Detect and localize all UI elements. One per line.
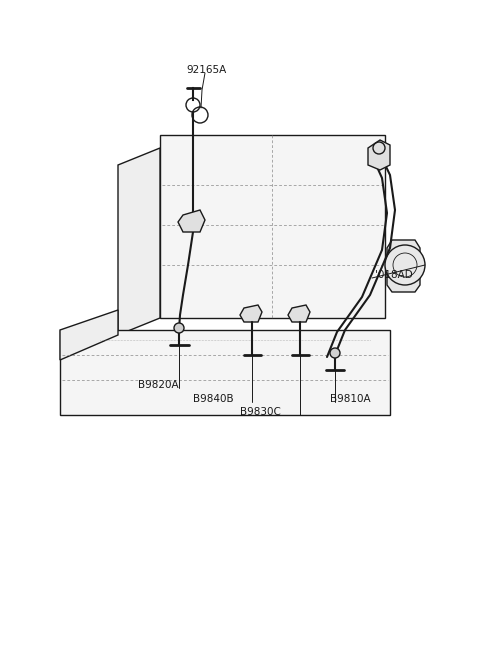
Polygon shape bbox=[240, 305, 262, 322]
Polygon shape bbox=[60, 330, 390, 415]
Polygon shape bbox=[178, 210, 205, 232]
Polygon shape bbox=[368, 140, 390, 170]
Text: 92165A: 92165A bbox=[186, 65, 226, 75]
Text: B9810A: B9810A bbox=[330, 394, 371, 404]
Circle shape bbox=[385, 245, 425, 285]
Text: B9830C: B9830C bbox=[240, 407, 281, 417]
Polygon shape bbox=[118, 148, 160, 335]
Polygon shape bbox=[288, 305, 310, 322]
Polygon shape bbox=[387, 240, 420, 292]
Polygon shape bbox=[60, 310, 118, 360]
Polygon shape bbox=[160, 135, 385, 318]
Text: B9840B: B9840B bbox=[193, 394, 234, 404]
Text: B9820A: B9820A bbox=[138, 380, 179, 390]
Circle shape bbox=[174, 323, 184, 333]
Circle shape bbox=[330, 348, 340, 358]
Text: '018AD: '018AD bbox=[375, 270, 413, 280]
